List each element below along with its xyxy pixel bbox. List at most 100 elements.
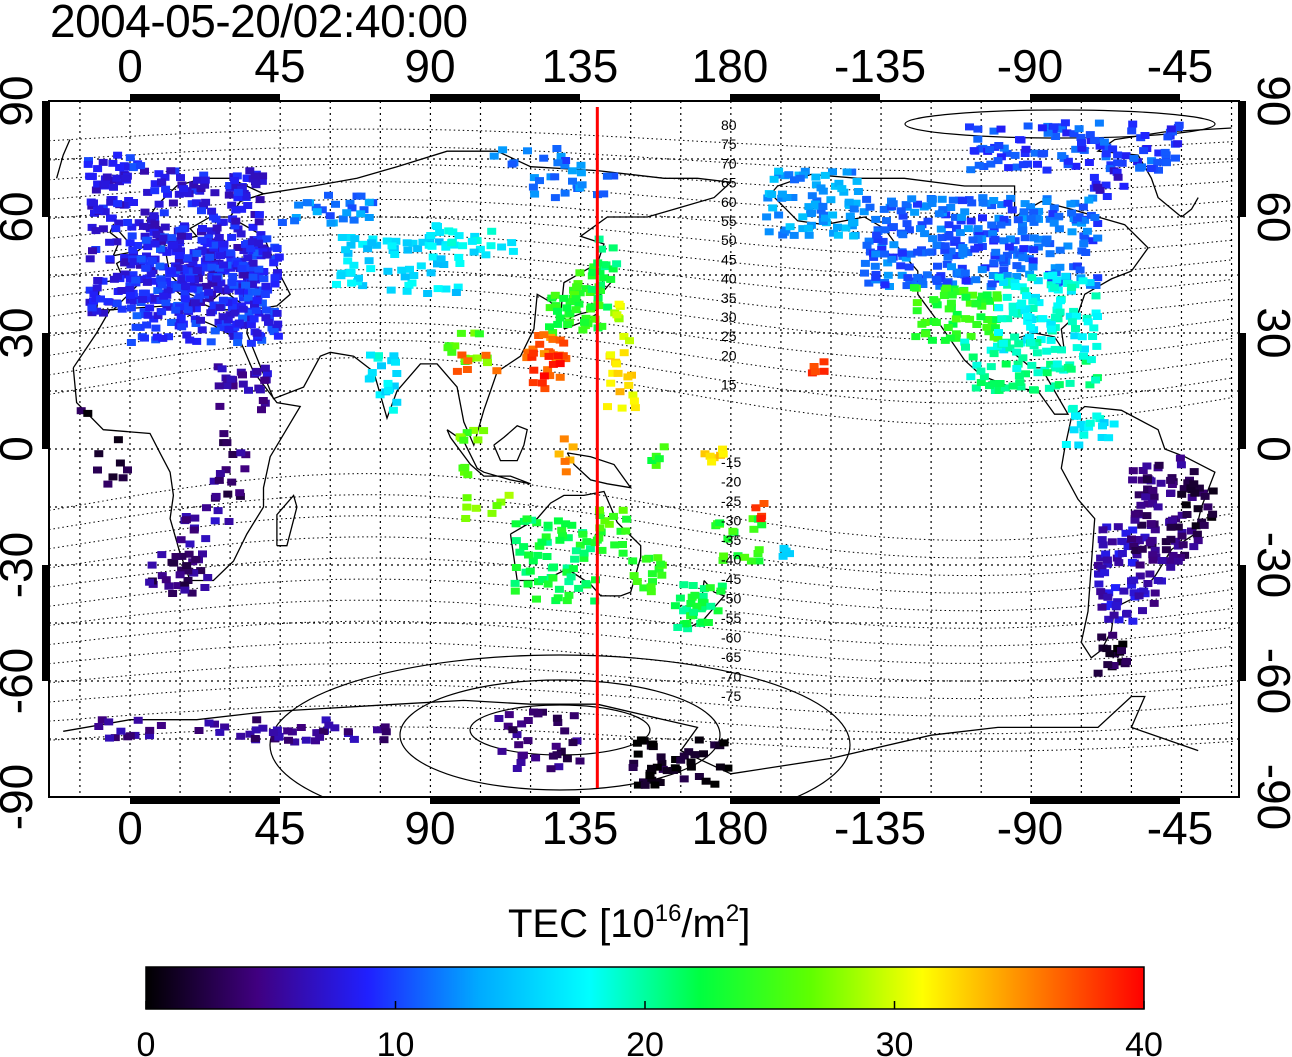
tec-point	[145, 304, 155, 312]
tec-point	[1097, 603, 1107, 611]
tec-point	[125, 239, 135, 247]
tec-point	[1153, 577, 1163, 584]
tec-point	[1016, 136, 1026, 144]
tec-point	[560, 161, 570, 169]
tec-point	[1061, 441, 1071, 448]
tec-point	[1042, 166, 1052, 174]
tec-point	[882, 217, 891, 225]
tec-point	[258, 724, 268, 732]
tec-point	[1081, 249, 1091, 256]
axis-ticks: 0045459090135135180180-135-135-90-90-45-…	[0, 40, 1292, 854]
tec-point	[127, 232, 137, 240]
tec-point	[1033, 369, 1043, 377]
tec-point	[628, 557, 638, 565]
tec-point	[989, 259, 999, 267]
tec-point	[1066, 200, 1076, 208]
frame-tick-bar	[1239, 333, 1246, 449]
tec-point	[883, 271, 893, 279]
tec-point	[621, 527, 631, 535]
coastline-borneo	[493, 425, 528, 462]
tec-point	[1055, 263, 1065, 271]
tec-point	[1140, 534, 1150, 542]
tec-point	[648, 740, 658, 748]
tec-point	[976, 313, 986, 321]
tec-point	[1135, 164, 1145, 172]
tec-point	[179, 302, 189, 310]
tec-point	[151, 324, 161, 332]
tec-point	[1142, 512, 1152, 520]
tec-point	[269, 259, 279, 267]
tec-point	[413, 245, 423, 253]
tec-point	[992, 291, 1002, 299]
tec-point	[1085, 419, 1095, 427]
tec-point	[912, 307, 922, 315]
colorbar-tick-label: 40	[1125, 1026, 1163, 1057]
tec-point	[1002, 272, 1012, 279]
tec-point	[901, 201, 911, 209]
tec-point	[982, 323, 992, 331]
tec-point	[147, 294, 157, 302]
mlat-label: 15	[721, 377, 737, 393]
tec-point	[597, 546, 607, 554]
tec-point	[100, 208, 110, 216]
tec-point	[224, 191, 234, 199]
tec-point	[373, 726, 382, 734]
tec-point	[913, 248, 923, 256]
tec-point	[252, 297, 262, 305]
tec-point	[389, 352, 399, 360]
tec-point	[618, 506, 628, 514]
tec-point	[713, 607, 723, 615]
tec-point	[1031, 293, 1040, 301]
tec-point	[231, 206, 241, 214]
tec-point	[368, 235, 378, 243]
tec-point	[345, 199, 355, 207]
tec-point	[877, 245, 887, 253]
tec-point	[85, 286, 95, 294]
tec-point	[1179, 485, 1189, 493]
tec-point	[618, 541, 627, 548]
tec-point	[1092, 412, 1102, 420]
tec-point	[1095, 137, 1105, 145]
tec-point	[569, 712, 579, 720]
tec-point	[84, 157, 93, 165]
tec-point	[952, 224, 961, 232]
tec-point	[968, 291, 978, 299]
tec-point	[562, 564, 572, 572]
tec-point	[1165, 557, 1175, 565]
tec-point	[986, 160, 996, 168]
tec-point	[958, 244, 968, 251]
tec-point	[543, 366, 553, 374]
tec-point	[1097, 434, 1107, 441]
tec-point	[508, 726, 518, 734]
tec-point	[1028, 305, 1038, 312]
tec-point	[251, 181, 261, 189]
tec-point	[200, 176, 210, 184]
tec-point	[462, 503, 472, 511]
tec-point	[1114, 559, 1124, 567]
tec-point	[1166, 490, 1175, 497]
tec-point	[259, 275, 269, 283]
tec-point	[102, 173, 112, 181]
tec-point	[1027, 274, 1037, 282]
tec-point	[1107, 538, 1117, 546]
tec-point	[1090, 136, 1100, 144]
tec-point	[852, 177, 862, 185]
tec-point	[679, 752, 689, 760]
tec-point	[124, 197, 134, 204]
tec-point	[382, 237, 392, 245]
tec-point	[207, 207, 217, 215]
tec-point	[210, 189, 220, 197]
tec-point	[883, 259, 893, 267]
tec-point	[212, 224, 222, 232]
tec-point	[338, 215, 348, 223]
tec-point	[441, 243, 451, 251]
tec-point	[189, 181, 199, 189]
tec-point	[261, 314, 271, 322]
tec-point	[1056, 125, 1066, 133]
tec-point	[957, 264, 967, 272]
tec-point	[1043, 129, 1053, 137]
mlat-label: 20	[721, 347, 737, 363]
tec-point	[570, 555, 580, 563]
tec-point	[629, 397, 639, 405]
tec-point	[917, 249, 927, 257]
